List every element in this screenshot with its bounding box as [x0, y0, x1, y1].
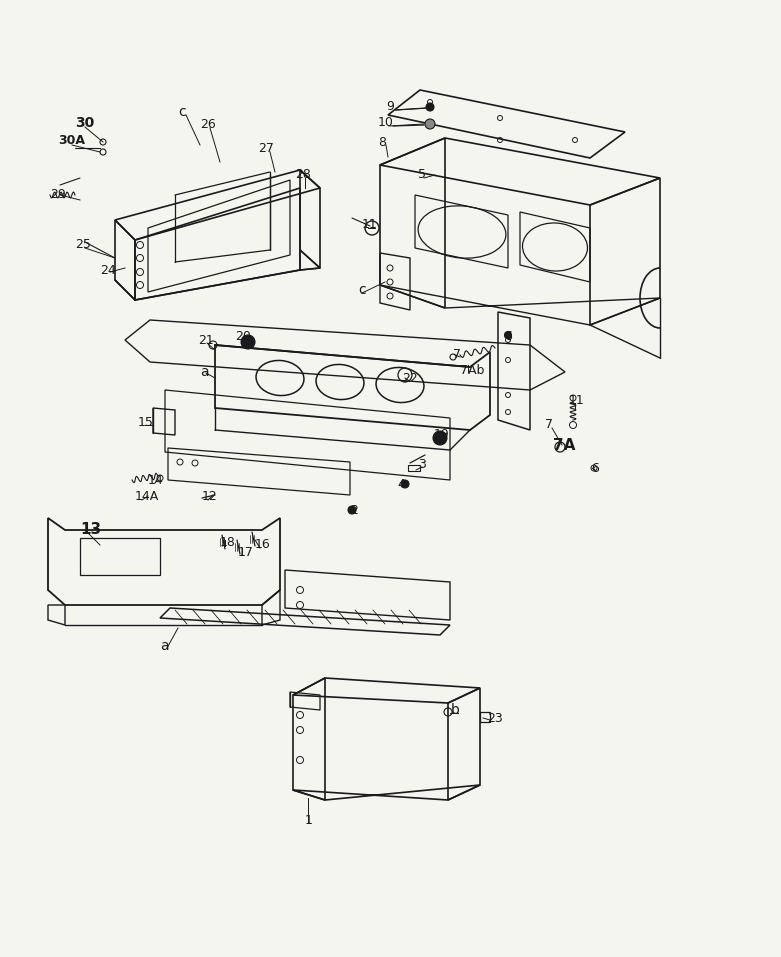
Text: 7: 7	[453, 348, 461, 362]
Circle shape	[401, 480, 409, 488]
Text: 13: 13	[80, 523, 101, 538]
Text: a: a	[200, 365, 209, 379]
Bar	[408, 465, 420, 471]
Text: 19: 19	[434, 429, 450, 441]
Text: 27: 27	[258, 142, 274, 154]
Text: 3: 3	[418, 458, 426, 472]
Circle shape	[425, 119, 435, 129]
Circle shape	[241, 335, 255, 349]
Text: 30: 30	[75, 116, 95, 130]
Text: 17: 17	[238, 546, 254, 560]
Text: 2: 2	[350, 503, 358, 517]
Text: c: c	[178, 105, 186, 119]
Circle shape	[348, 506, 356, 514]
Text: 5: 5	[418, 168, 426, 182]
Text: 8: 8	[378, 137, 386, 149]
Text: 18: 18	[220, 537, 236, 549]
Text: 4: 4	[397, 478, 405, 492]
Text: a: a	[160, 639, 169, 653]
Text: 21: 21	[198, 333, 214, 346]
Text: 29: 29	[50, 189, 66, 202]
Text: 28: 28	[295, 168, 311, 182]
Text: 24: 24	[100, 263, 116, 277]
Text: 12: 12	[202, 491, 218, 503]
Circle shape	[505, 331, 512, 339]
Text: 1: 1	[305, 813, 313, 827]
Text: c: c	[358, 283, 366, 297]
Text: 7A: 7A	[553, 437, 576, 453]
Text: 7: 7	[545, 418, 553, 432]
Text: 26: 26	[200, 119, 216, 131]
Text: b: b	[451, 703, 460, 717]
Text: 22: 22	[402, 371, 418, 385]
Text: 11: 11	[362, 218, 378, 232]
Circle shape	[426, 103, 434, 111]
Text: 9: 9	[386, 100, 394, 114]
Circle shape	[433, 431, 447, 445]
Text: 15: 15	[138, 415, 154, 429]
Text: 11: 11	[569, 393, 585, 407]
Text: 6: 6	[504, 330, 512, 344]
Text: 23: 23	[487, 711, 503, 724]
Text: 7Ab: 7Ab	[460, 364, 484, 376]
Bar	[480, 712, 490, 722]
Text: 30A: 30A	[58, 133, 85, 146]
Text: 16: 16	[255, 539, 271, 551]
Text: 14: 14	[148, 474, 164, 486]
Text: 14A: 14A	[135, 491, 159, 503]
Text: 10: 10	[378, 117, 394, 129]
Text: 6: 6	[591, 461, 599, 475]
Text: 20: 20	[235, 330, 251, 344]
Text: 25: 25	[75, 238, 91, 252]
